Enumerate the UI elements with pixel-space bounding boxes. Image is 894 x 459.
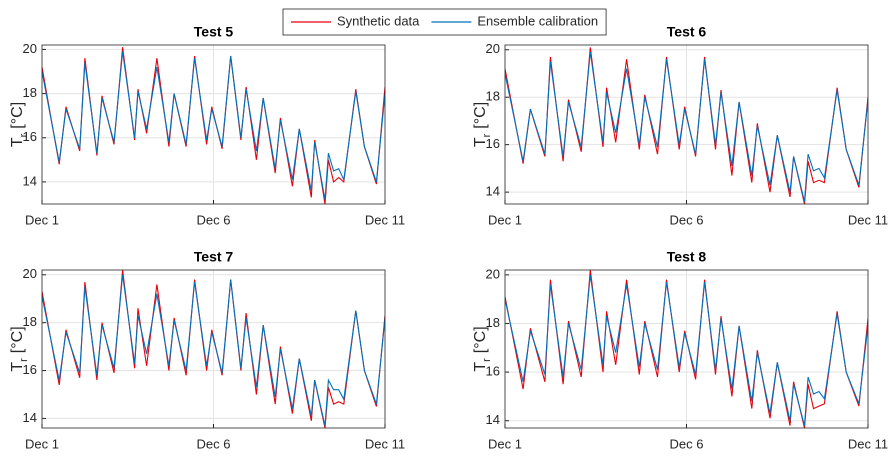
x-tick-label: Dec 6 xyxy=(197,212,231,227)
data-line xyxy=(505,52,868,202)
x-tick-label: Dec 11 xyxy=(848,212,888,227)
axes-box xyxy=(41,269,386,429)
x-tick-label: Dec 6 xyxy=(670,212,704,227)
y-tick-label: 14 xyxy=(23,410,37,425)
x-tick-label: Dec 1 xyxy=(25,436,59,451)
data-line xyxy=(42,51,385,200)
y-label-unit: [°C] xyxy=(472,102,489,129)
y-axis-label: Tr [°C] xyxy=(472,102,493,147)
y-axis-label: Tr [°C] xyxy=(9,326,30,371)
x-tick-label: Dec 6 xyxy=(197,436,231,451)
y-label-sub: r xyxy=(18,133,30,137)
y-label-unit: [°C] xyxy=(9,102,26,129)
y-tick-label: 18 xyxy=(23,85,37,100)
x-tick-label: Dec 6 xyxy=(670,436,704,451)
y-label-unit: [°C] xyxy=(9,326,26,353)
subplot-title: Test 8 xyxy=(667,249,707,265)
x-tick-label: Dec 11 xyxy=(848,436,888,451)
y-label-unit: [°C] xyxy=(472,326,489,353)
y-tick-label: 18 xyxy=(486,315,500,330)
y-tick-label: 16 xyxy=(486,364,500,379)
y-tick-label: 18 xyxy=(486,89,500,104)
y-tick-label: 14 xyxy=(486,184,500,199)
x-tick-label: Dec 11 xyxy=(365,212,405,227)
axes-box xyxy=(504,269,869,429)
y-tick-label: 14 xyxy=(23,173,37,188)
x-tick-label: Dec 11 xyxy=(365,436,405,451)
y-tick-label: 18 xyxy=(23,314,37,329)
y-tick-label: 14 xyxy=(486,412,500,427)
y-axis-label: Tr [°C] xyxy=(472,326,493,371)
y-tick-label: 16 xyxy=(23,129,37,144)
y-axis-label: Tr [°C] xyxy=(9,102,30,147)
y-label-sub: r xyxy=(481,133,493,137)
legend-label: Ensemble calibration xyxy=(477,13,598,28)
subplot: 14 16 18 20 Dec 1 Dec 6 Dec 11 Test 5 Tr [°C] xyxy=(9,24,405,228)
subplot-title: Test 7 xyxy=(194,249,234,265)
x-tick-label: Dec 1 xyxy=(25,212,59,227)
y-tick-label: 20 xyxy=(486,266,500,281)
x-tick-label: Dec 1 xyxy=(488,212,522,227)
y-label-main: T xyxy=(472,137,489,147)
y-label-sub: r xyxy=(18,358,30,362)
axes-box xyxy=(41,44,386,205)
data-line xyxy=(42,274,385,426)
legend-label: Synthetic data xyxy=(337,13,420,28)
y-label-main: T xyxy=(9,362,26,372)
y-tick-label: 20 xyxy=(23,41,37,56)
subplot-title: Test 6 xyxy=(667,24,707,40)
legend: Synthetic data Ensemble calibration xyxy=(282,8,607,36)
subplot: 14 16 18 20 Dec 1 Dec 6 Dec 11 Test 8 Tr [°C] xyxy=(472,249,888,452)
y-label-sub: r xyxy=(481,358,493,362)
y-tick-label: 20 xyxy=(486,41,500,56)
y-tick-label: 16 xyxy=(23,362,37,377)
subplot: 14 16 18 20 Dec 1 Dec 6 Dec 11 Test 7 Tr [°C] xyxy=(9,249,405,452)
y-label-main: T xyxy=(9,137,26,147)
y-tick-label: 16 xyxy=(486,136,500,151)
axes-box xyxy=(504,44,869,205)
subplot-title: Test 5 xyxy=(194,24,234,40)
data-line xyxy=(505,274,868,426)
y-tick-label: 20 xyxy=(23,266,37,281)
x-tick-label: Dec 1 xyxy=(488,436,522,451)
subplot: 14 16 18 20 Dec 1 Dec 6 Dec 11 Test 6 Tr [°C] xyxy=(472,24,888,228)
y-label-main: T xyxy=(472,362,489,372)
